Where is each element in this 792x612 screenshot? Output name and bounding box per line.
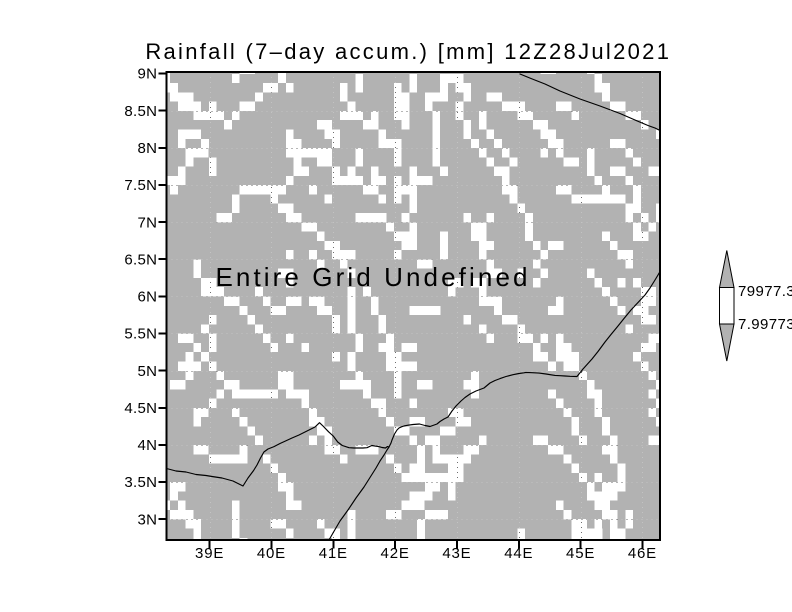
- svg-text:7.99773: 7.99773: [738, 316, 792, 333]
- svg-text:8.5N: 8.5N: [124, 103, 157, 120]
- svg-text:Entire Grid Undefined: Entire Grid Undefined: [215, 262, 530, 292]
- svg-text:5N: 5N: [138, 363, 158, 380]
- svg-text:4.5N: 4.5N: [124, 400, 157, 417]
- svg-text:7.5N: 7.5N: [124, 177, 157, 194]
- svg-text:5.5N: 5.5N: [124, 326, 157, 343]
- svg-text:4N: 4N: [138, 437, 158, 454]
- svg-text:8N: 8N: [138, 140, 158, 157]
- svg-text:7N: 7N: [138, 214, 158, 231]
- svg-text:42E: 42E: [381, 545, 410, 562]
- svg-text:Rainfall (7–day accum.) [mm] 1: Rainfall (7–day accum.) [mm] 12Z28Jul202…: [145, 39, 671, 64]
- svg-text:6.5N: 6.5N: [124, 251, 157, 268]
- svg-text:43E: 43E: [442, 545, 471, 562]
- svg-text:46E: 46E: [628, 545, 657, 562]
- svg-text:79977.3: 79977.3: [738, 283, 792, 300]
- svg-text:9N: 9N: [138, 66, 158, 83]
- svg-text:40E: 40E: [257, 545, 286, 562]
- svg-text:39E: 39E: [195, 545, 224, 562]
- svg-text:44E: 44E: [504, 545, 533, 562]
- svg-text:45E: 45E: [566, 545, 595, 562]
- svg-text:3N: 3N: [138, 511, 158, 528]
- svg-text:3.5N: 3.5N: [124, 474, 157, 491]
- svg-text:41E: 41E: [319, 545, 348, 562]
- svg-text:6N: 6N: [138, 289, 158, 306]
